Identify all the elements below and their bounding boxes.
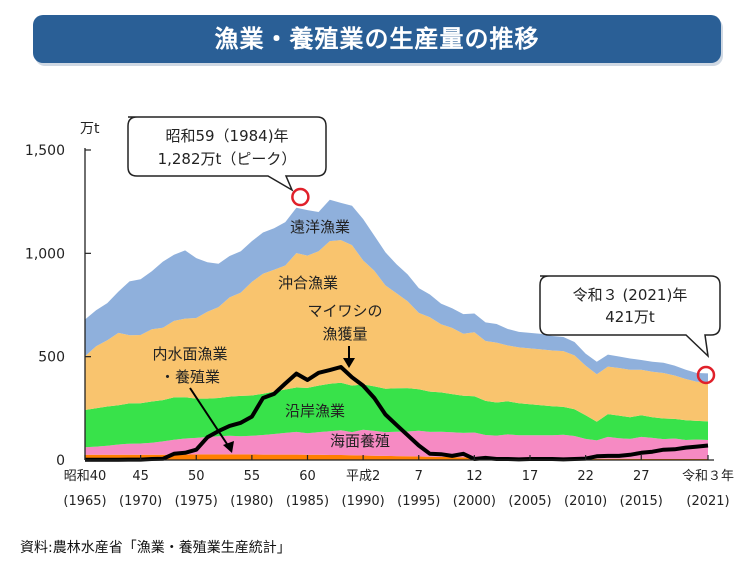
label-naisuimen-2: ・養殖業 [160, 368, 220, 386]
area-enyo [85, 199, 708, 383]
x-tick-era-label: 平成2 [346, 469, 380, 484]
y-tick-label: 500 [38, 350, 65, 366]
peak-callout-line1: 昭和59（1984)年 [165, 127, 288, 145]
source-note: 資料:農林水産省「漁業・養殖業生産統計」 [20, 540, 291, 556]
x-tick-year-label: (2005) [508, 494, 551, 509]
label-okiai: 沖合漁業 [278, 274, 338, 292]
x-tick-year-label: (2000) [453, 494, 496, 509]
y-tick-label: 0 [56, 453, 65, 469]
x-tick-era-label: 昭和40 [64, 469, 107, 484]
title-banner: 漁業・養殖業の生産量の推移 [33, 15, 721, 63]
x-tick-year-label: (1980) [230, 494, 273, 509]
latest-callout-line1: 令和３ (2021)年 [573, 286, 688, 304]
line-maiwashi [85, 365, 709, 462]
annotations: 昭和59（1984)年 1,282万t（ピーク） 令和３ (2021)年 421万t [127, 116, 721, 385]
peak-callout-box [127, 116, 327, 192]
label-engan: 沿岸漁業 [285, 402, 345, 420]
x-tick-era-label: 27 [633, 469, 650, 484]
y-axis-unit: 万t [80, 121, 100, 137]
peak-marker [291, 187, 310, 207]
x-tick-era-label: 50 [188, 469, 205, 484]
x-tick-era-label: 17 [522, 469, 539, 484]
x-tick-year-label: (1985) [286, 494, 329, 509]
label-maiwashi-2: 漁獲量 [322, 325, 367, 343]
x-tick-year-label: (1995) [397, 494, 440, 509]
x-tick-year-label: (2021) [686, 494, 729, 509]
x-tick-year-label: (1975) [175, 494, 218, 509]
area-okiai [85, 240, 708, 422]
stacked-areas [85, 199, 709, 462]
x-tick-year-label: (1990) [342, 494, 385, 509]
chart-title: 漁業・養殖業の生産量の推移 [214, 25, 540, 53]
x-tick-year-label: (1965) [63, 494, 106, 509]
x-tick-era-label: 45 [132, 469, 149, 484]
area-kaimen [85, 429, 708, 459]
axes: 万t 0 500 1,000 1,500 昭和40 (1965) 45 (1970) 50 (197… [25, 121, 734, 509]
label-naisuimen-1: 内水面漁業 [152, 345, 227, 363]
x-tick-era-label: 令和３年 [682, 469, 734, 484]
label-maiwashi-1: マイワシの [307, 302, 382, 320]
x-tick-era-label: 60 [299, 469, 316, 484]
y-tick-label: 1,500 [25, 143, 65, 159]
maiwashi-arrow-head [343, 358, 355, 368]
area-engan [85, 382, 708, 448]
naisuimen-arrow-head [223, 441, 234, 453]
latest-callout-box [539, 275, 721, 359]
x-tick-year-label: (2010) [564, 494, 607, 509]
y-tick-label: 1,000 [25, 246, 65, 262]
naisuimen-arrow-shaft [189, 387, 230, 448]
label-kaimen: 海面養殖 [330, 432, 390, 450]
x-tick-year-label: (2015) [620, 494, 663, 509]
x-tick-era-label: 55 [244, 469, 261, 484]
peak-callout-line2: 1,282万t（ピーク） [158, 150, 297, 168]
latest-marker [696, 365, 716, 385]
x-tick-era-label: 12 [466, 469, 483, 484]
x-tick-era-label: 22 [577, 469, 594, 484]
x-tick-year-label: (1970) [119, 494, 162, 509]
latest-callout-line2: 421万t [605, 308, 655, 326]
label-enyo: 遠洋漁業 [290, 218, 350, 236]
x-tick-era-label: 7 [415, 469, 423, 484]
